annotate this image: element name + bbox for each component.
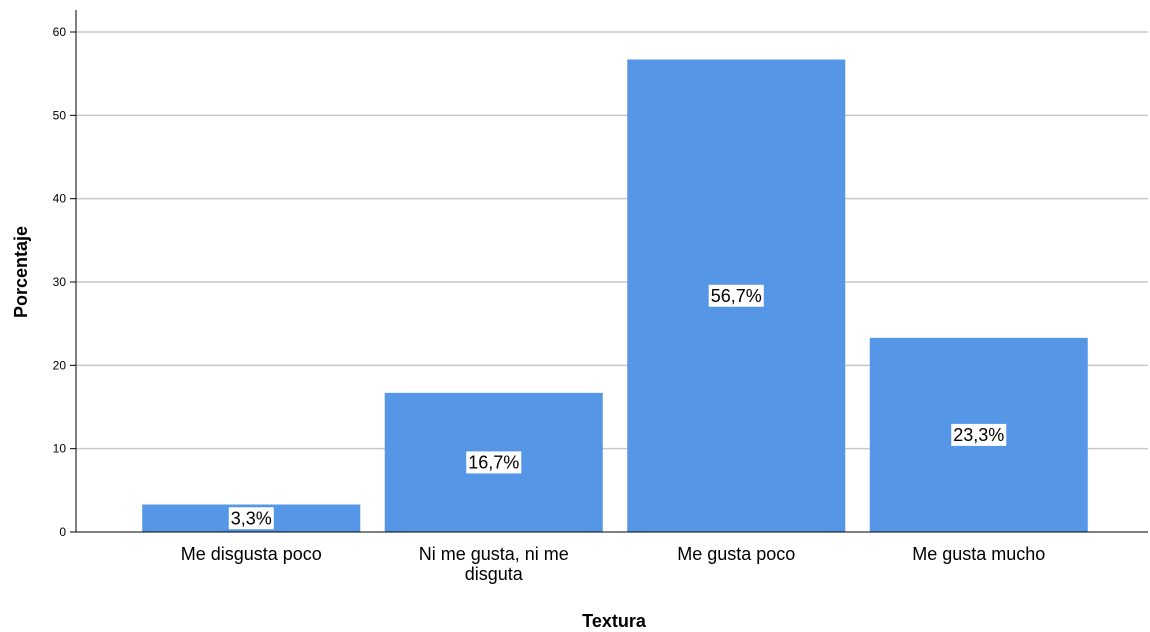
data-label: 56,7% (708, 284, 764, 307)
x-category-label: Ni me gusta, ni me disguta (419, 544, 569, 584)
data-label: 3,3% (228, 507, 274, 530)
data-label: 23,3% (951, 423, 1007, 446)
x-category-label: Me gusta poco (677, 544, 795, 564)
y-tick-label: 20 (53, 358, 67, 372)
y-tick-label: 50 (53, 108, 67, 122)
data-label: 16,7% (466, 451, 522, 474)
svg-text:3,3%: 3,3% (231, 508, 272, 528)
x-category-label: Me disgusta poco (181, 544, 322, 564)
x-axis-title: Textura (582, 611, 647, 631)
data-labels: 3,3% 16,7% 56,7% 23,3% (228, 284, 1007, 530)
y-tick-label: 0 (59, 525, 66, 539)
y-tick-label: 40 (53, 192, 67, 206)
y-axis-title: Porcentaje (11, 226, 31, 318)
svg-text:23,3%: 23,3% (953, 425, 1004, 445)
x-category-labels: Me disgusta poco Ni me gusta, ni me disgut… (181, 544, 1046, 584)
bars (142, 59, 1088, 532)
x-category-label: Me gusta mucho (912, 544, 1045, 564)
y-tick-label: 30 (53, 275, 67, 289)
svg-text:56,7%: 56,7% (711, 286, 762, 306)
y-tick-label: 10 (53, 442, 67, 456)
y-tick-label: 60 (53, 25, 67, 39)
svg-text:16,7%: 16,7% (468, 452, 519, 472)
y-tick-labels: 0 10 20 30 40 50 60 (53, 25, 67, 539)
axes (75, 10, 1148, 533)
